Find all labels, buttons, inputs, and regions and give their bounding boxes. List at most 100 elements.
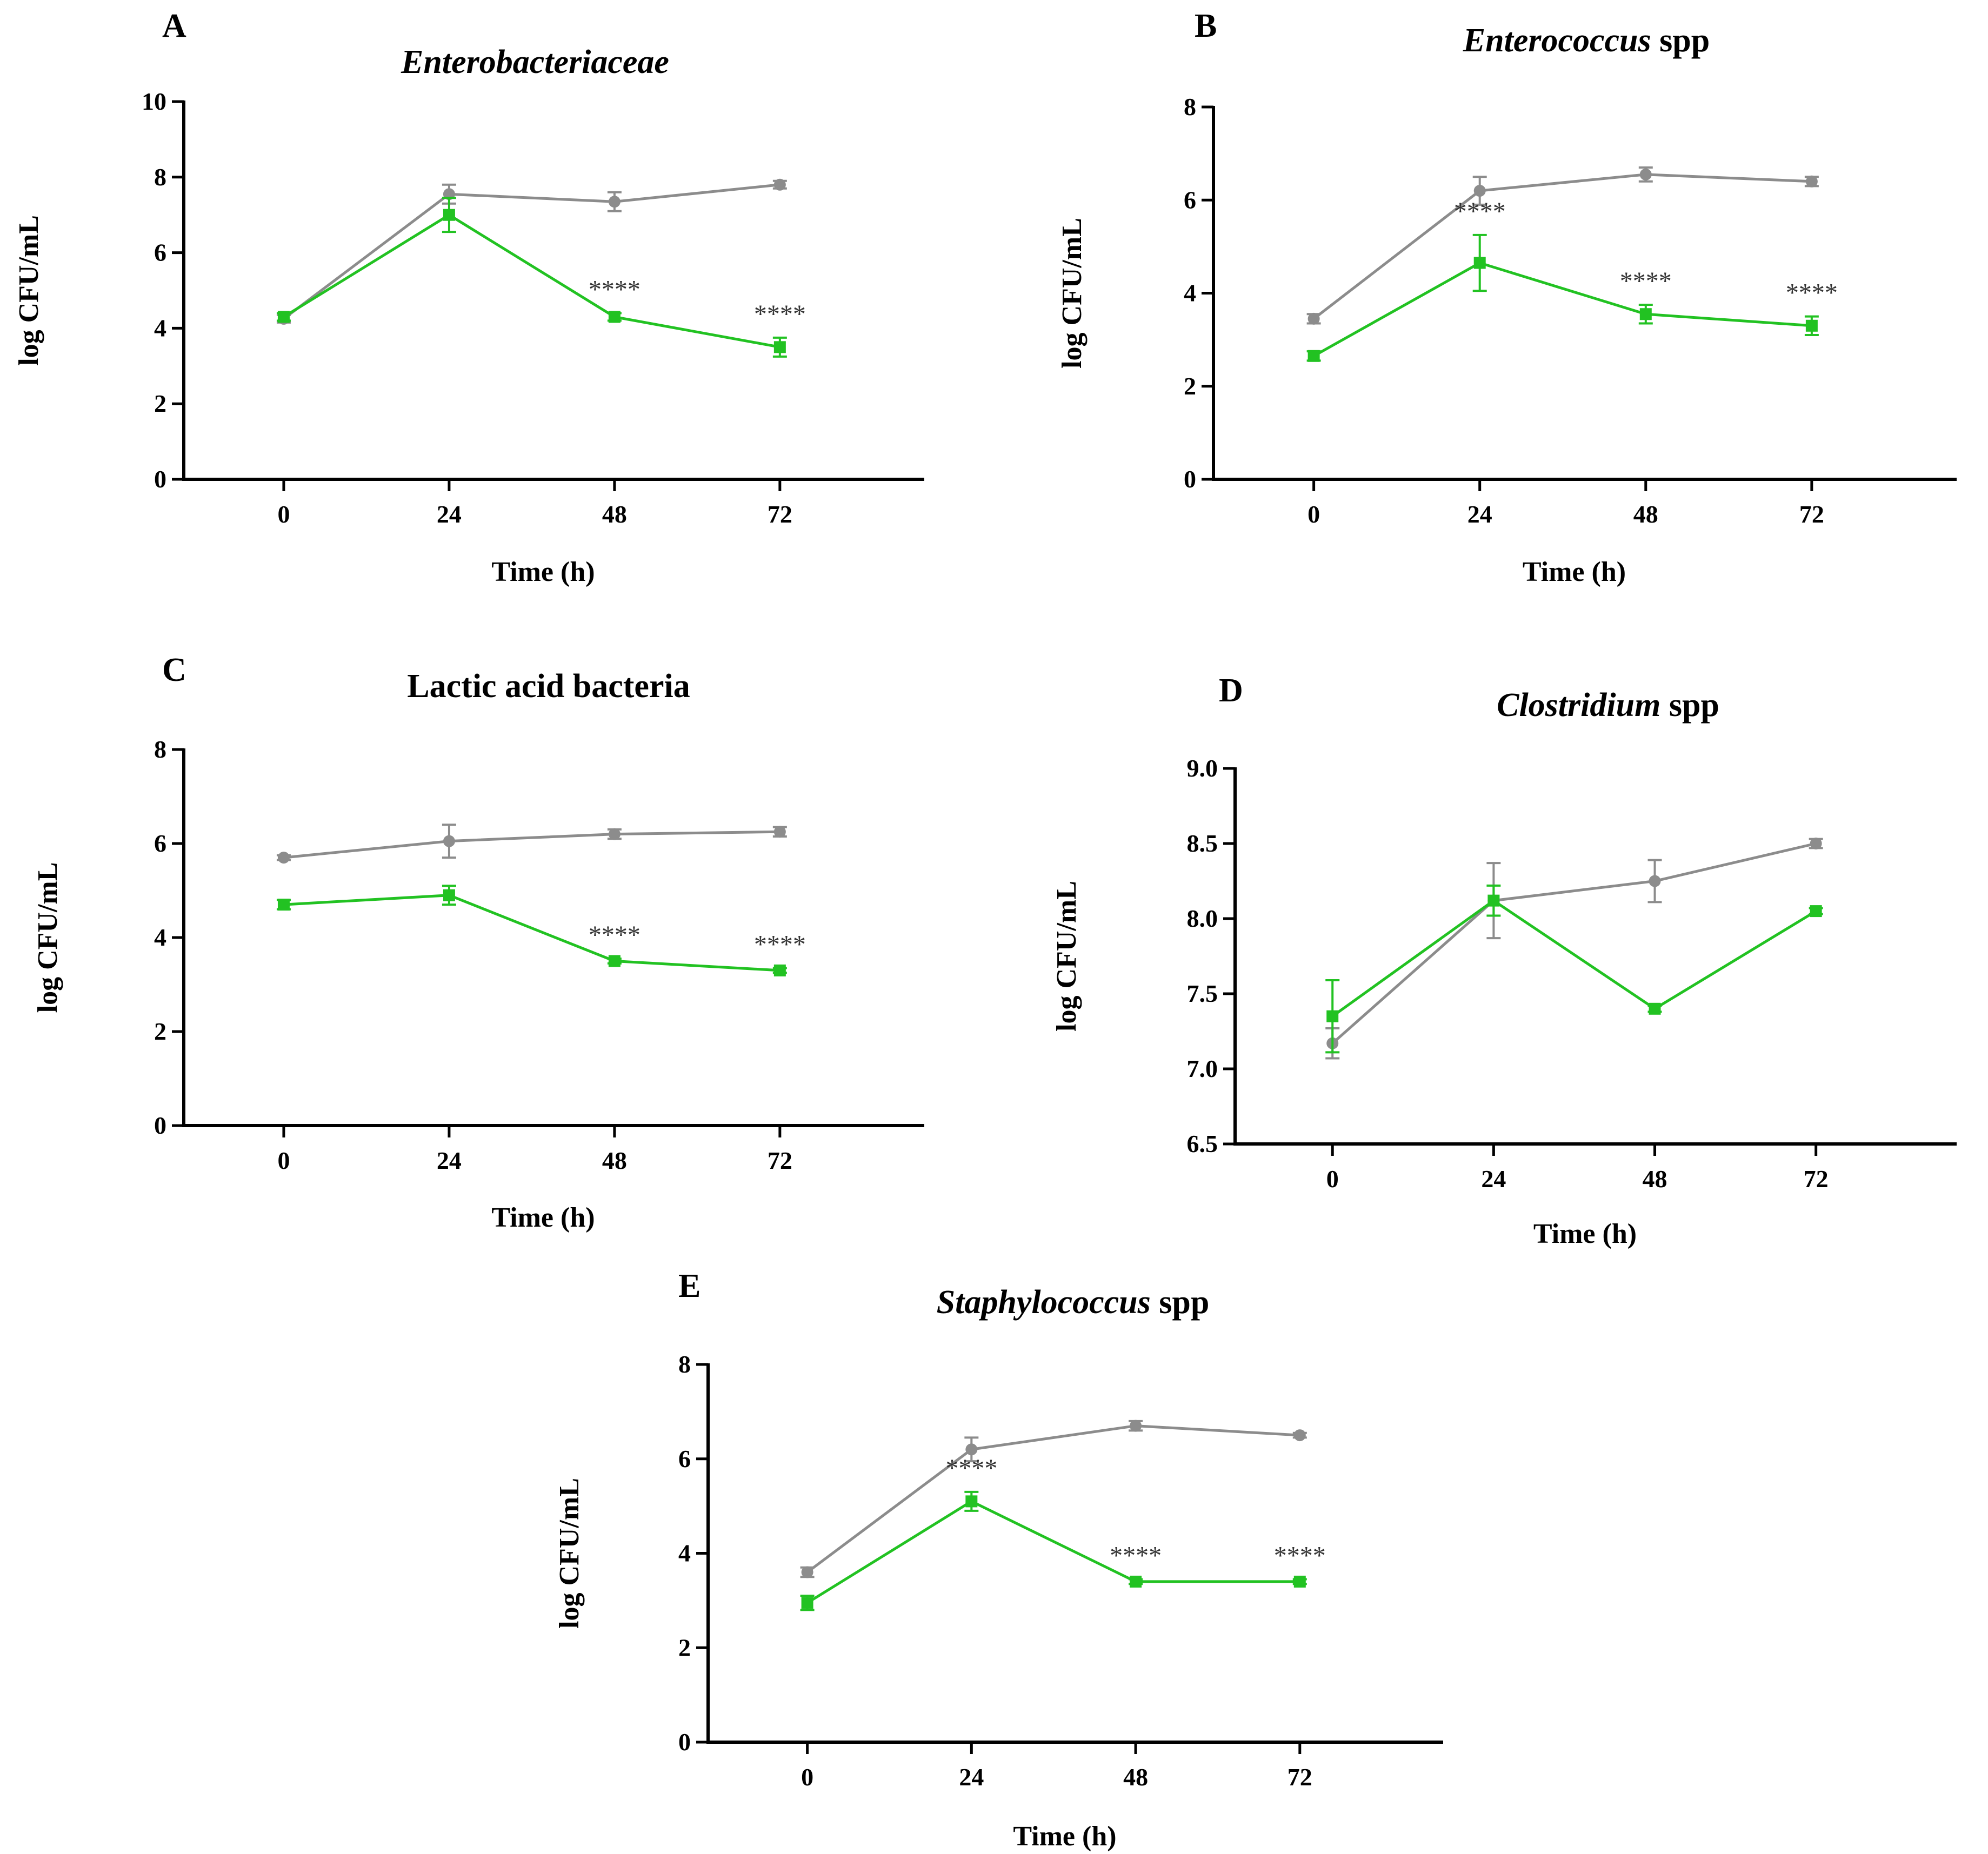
series-line-control — [806, 1424, 1300, 1574]
data-point-control — [1293, 1429, 1306, 1442]
x-tick-label-e: 72 — [1287, 1763, 1312, 1791]
data-point-treated — [1130, 1575, 1142, 1588]
y-tick-label-b: 4 — [1184, 279, 1196, 307]
y-tick-label-d: 7.0 — [1187, 1055, 1218, 1082]
significance-marker-e: **** — [1110, 1542, 1162, 1570]
chart-title-e: Staphylococcus spp — [937, 1284, 1210, 1321]
y-tick-label-c: 4 — [154, 923, 166, 951]
data-point-treated — [1307, 350, 1320, 362]
series-control-a — [276, 178, 787, 325]
data-point-control — [1805, 175, 1818, 188]
data-point-treated — [1326, 1010, 1339, 1022]
data-point-control — [608, 828, 621, 840]
series-control-b — [1306, 166, 1819, 325]
y-tick-label-c: 8 — [154, 735, 166, 763]
y-tick-label-a: 8 — [154, 163, 166, 191]
series-line-control — [1313, 173, 1812, 320]
data-point-control — [1639, 168, 1652, 180]
x-tick-label-a: 48 — [602, 500, 627, 528]
y-axis-title-d: log CFU/mL — [1051, 881, 1082, 1032]
panel-letter-e: E — [678, 1268, 701, 1304]
x-tick-label-c: 72 — [768, 1147, 792, 1174]
significance-marker-c: **** — [754, 931, 806, 959]
y-tick-label-e: 8 — [678, 1350, 691, 1378]
significance-marker-a: **** — [754, 300, 806, 329]
data-point-treated — [608, 311, 621, 323]
y-tick-label-c: 6 — [154, 829, 166, 857]
y-tick-label-d: 6.5 — [1187, 1130, 1218, 1157]
data-point-treated — [773, 964, 786, 976]
series-control-c — [276, 824, 787, 864]
x-tick-label-d: 72 — [1804, 1165, 1829, 1193]
x-axis-title-c: Time (h) — [491, 1202, 595, 1233]
data-point-treated — [443, 889, 455, 901]
x-tick-label-d: 48 — [1643, 1165, 1667, 1193]
y-tick-label-e: 0 — [678, 1728, 691, 1756]
x-tick-label-c: 48 — [602, 1147, 627, 1174]
significance-marker-b: **** — [1454, 197, 1506, 226]
x-axis-title-a: Time (h) — [491, 557, 595, 587]
data-point-control — [277, 852, 290, 864]
data-point-control — [608, 196, 621, 208]
data-point-treated — [277, 899, 290, 911]
y-tick-label-d: 9.0 — [1187, 754, 1218, 782]
y-tick-label-d: 7.5 — [1187, 980, 1218, 1007]
y-tick-label-b: 0 — [1184, 465, 1196, 493]
y-tick-label-b: 6 — [1184, 186, 1196, 213]
data-point-treated — [1805, 319, 1818, 332]
data-point-treated — [773, 341, 786, 353]
x-axis-title-d: Time (h) — [1533, 1219, 1637, 1249]
series-line-treated — [806, 1500, 1300, 1604]
chart-title-b: Enterococcus spp — [1463, 22, 1710, 59]
x-tick-label-a: 0 — [277, 500, 290, 528]
series-treated-b — [1306, 233, 1819, 362]
y-tick-label-e: 6 — [678, 1445, 691, 1473]
y-axis-title-b: log CFU/mL — [1057, 218, 1088, 369]
chart-title-a: Enterobacteriaceae — [401, 44, 669, 81]
panel-letter-d: D — [1219, 672, 1243, 709]
chart-title-c: Lactic acid bacteria — [407, 668, 690, 705]
series-treated-d — [1325, 884, 1823, 1054]
panel-letter-a: A — [162, 8, 186, 44]
data-point-control — [1130, 1420, 1142, 1432]
data-point-control — [1307, 312, 1320, 325]
y-tick-label-d: 8.0 — [1187, 905, 1218, 932]
data-point-treated — [1293, 1575, 1306, 1588]
y-tick-label-e: 4 — [678, 1540, 691, 1567]
y-axis-title-e: log CFU/mL — [554, 1478, 585, 1629]
y-axis-title-c: log CFU/mL — [32, 862, 63, 1013]
data-point-treated — [1810, 905, 1822, 918]
data-point-treated — [965, 1495, 978, 1508]
significance-marker-b: **** — [1786, 279, 1838, 307]
series-control-d — [1325, 838, 1823, 1060]
data-point-treated — [801, 1597, 813, 1609]
x-tick-label-a: 72 — [768, 500, 792, 528]
x-tick-label-d: 0 — [1326, 1165, 1339, 1193]
data-point-treated — [443, 209, 455, 221]
data-point-control — [801, 1566, 813, 1578]
data-point-control — [1649, 875, 1661, 887]
x-tick-label-b: 0 — [1307, 500, 1320, 528]
y-tick-label-a: 10 — [142, 88, 166, 115]
data-point-treated — [1639, 308, 1652, 320]
data-point-treated — [1473, 257, 1486, 269]
data-point-control — [443, 835, 455, 847]
series-line-treated — [283, 213, 780, 349]
series-control-e — [800, 1420, 1307, 1578]
x-tick-label-e: 24 — [959, 1763, 984, 1791]
y-tick-label-a: 4 — [154, 314, 166, 342]
x-tick-label-b: 24 — [1467, 500, 1492, 528]
x-axis-title-e: Time (h) — [1013, 1821, 1116, 1852]
y-tick-label-b: 2 — [1184, 372, 1196, 400]
x-tick-label-b: 48 — [1633, 500, 1658, 528]
significance-marker-c: **** — [589, 921, 641, 949]
data-point-control — [965, 1443, 978, 1456]
data-point-control — [1810, 838, 1822, 849]
significance-marker-e: **** — [1274, 1542, 1326, 1570]
data-point-treated — [1649, 1002, 1661, 1015]
chart-title-d: Clostridium spp — [1497, 687, 1719, 724]
